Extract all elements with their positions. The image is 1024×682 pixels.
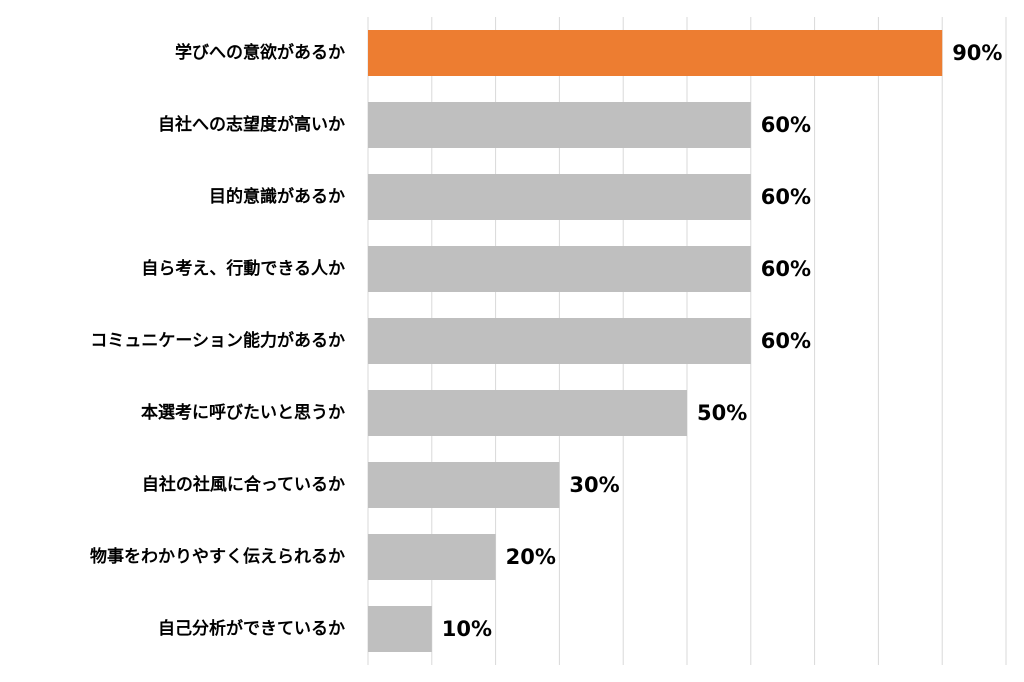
bar (368, 462, 560, 508)
category-label: 本選考に呼びたいと思うか (141, 402, 345, 423)
bar (368, 246, 751, 292)
category-label: 自社の社風に合っているか (142, 474, 345, 495)
category-label: 物事をわかりやすく伝えられるか (90, 546, 345, 567)
category-label: 目的意識があるか (209, 186, 345, 207)
bar (368, 318, 751, 364)
category-label: 自社への志望度が高いか (158, 114, 345, 135)
value-label: 50% (697, 401, 747, 425)
value-label: 90% (952, 41, 1002, 65)
value-label: 60% (761, 329, 811, 353)
category-label: 学びへの意欲があるか (175, 42, 345, 63)
category-label: 自ら考え、行動できる人か (141, 258, 345, 279)
value-label: 60% (761, 257, 811, 281)
bar (368, 606, 432, 652)
category-label: コミュニケーション能力があるか (90, 330, 345, 351)
bar (368, 102, 751, 148)
bar (368, 174, 751, 220)
category-label: 自己分析ができているか (158, 618, 345, 639)
bar (368, 534, 496, 580)
bar (368, 390, 687, 436)
value-label: 30% (569, 473, 619, 497)
value-label: 10% (442, 617, 492, 641)
value-label: 60% (761, 113, 811, 137)
value-label: 60% (761, 185, 811, 209)
value-label: 20% (506, 545, 556, 569)
bar (368, 30, 943, 76)
